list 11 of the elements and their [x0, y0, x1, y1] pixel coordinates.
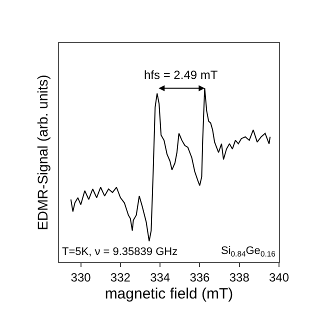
x-tick-label: 334 — [150, 270, 170, 284]
x-tick-label: 336 — [190, 270, 210, 284]
x-tick-label: 340 — [268, 270, 290, 284]
text: hfs = 2.49 mT — [144, 68, 218, 82]
y-axis-title: EDMR-Signal (arb. units) — [34, 74, 51, 230]
x-axis-title: magnetic field (mT) — [104, 285, 234, 302]
x-tick-label: 332 — [110, 270, 131, 284]
x-tick-label: 330 — [70, 270, 92, 284]
annotation: T=5K, ν = 9.35839 GHz — [62, 246, 178, 258]
annotation: Si$_{0.84}$Ge$_{0.16}$ — [221, 245, 276, 258]
x-tick-label: 338 — [229, 270, 250, 284]
